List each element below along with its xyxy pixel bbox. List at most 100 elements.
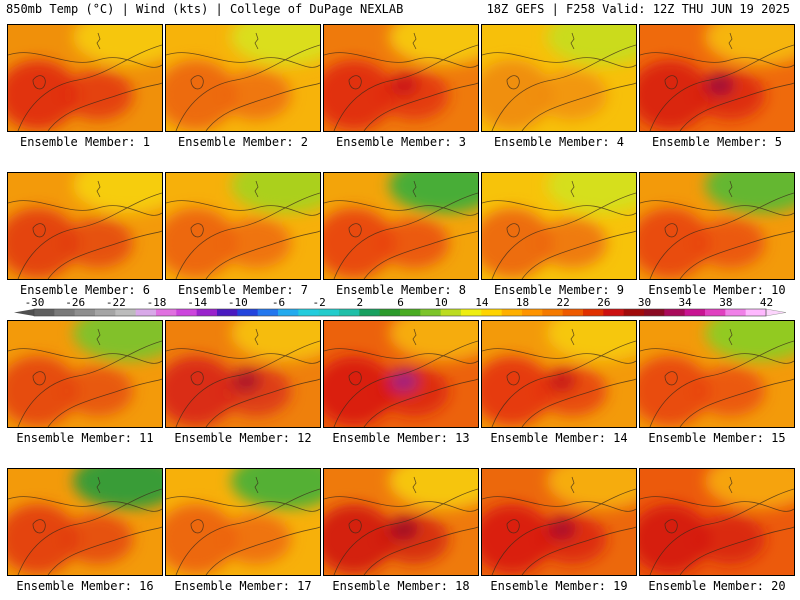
ensemble-member-map	[165, 172, 321, 280]
ensemble-member-caption: Ensemble Member: 9	[493, 283, 625, 297]
colorbar-segment	[684, 309, 706, 316]
colorbar-tick-label: 18	[516, 296, 529, 309]
ensemble-member-map	[639, 24, 795, 132]
colorbar-segment	[623, 309, 645, 316]
colorbar-segment	[481, 309, 503, 316]
colorbar-min-arrow	[14, 309, 34, 316]
colorbar-tick-label: 42	[760, 296, 773, 309]
ensemble-member-caption: Ensemble Member: 8	[335, 283, 467, 297]
ensemble-member-map	[323, 320, 479, 428]
temperature-field	[8, 321, 162, 427]
colorbar-tick-label: 38	[719, 296, 732, 309]
temperature-field	[482, 469, 636, 575]
isotherm-contours	[482, 32, 636, 131]
colorbar-tick-label: -14	[187, 296, 207, 309]
isotherm-contours	[8, 32, 162, 131]
ensemble-member-map	[165, 320, 321, 428]
ensemble-member-map	[7, 320, 163, 428]
chart-title: 850mb Temp (°C) | Wind (kts) | College o…	[6, 2, 404, 16]
colorbar-segment	[237, 309, 259, 316]
colorbar-segment	[440, 309, 462, 316]
ensemble-member-map	[639, 320, 795, 428]
ensemble-member-map	[165, 24, 321, 132]
colorbar-segment	[603, 309, 625, 316]
ensemble-member-caption: Ensemble Member: 14	[490, 431, 628, 445]
colorbar-tick-label: 6	[397, 296, 404, 309]
ensemble-member-caption: Ensemble Member: 17	[174, 579, 312, 593]
ensemble-member-map	[481, 24, 637, 132]
colorbar-max-arrow	[765, 308, 787, 317]
ensemble-member-map	[323, 172, 479, 280]
temperature-field	[166, 25, 320, 131]
colorbar-tick-label: 2	[357, 296, 364, 309]
temperature-field	[324, 25, 478, 131]
colorbar-segment	[34, 309, 55, 316]
temperature-field	[166, 321, 320, 427]
colorbar-tick-label: 30	[638, 296, 651, 309]
ensemble-member-caption: Ensemble Member: 18	[332, 579, 470, 593]
temperature-field	[482, 321, 636, 427]
colorbar-tick-label: -26	[65, 296, 85, 309]
ensemble-member-caption: Ensemble Member: 13	[332, 431, 470, 445]
isotherm-contours	[482, 328, 636, 427]
ensemble-member-caption: Ensemble Member: 12	[174, 431, 312, 445]
temperature-colorbar: -30 -26 -22 -18 -14 -10 -6 -2 2 6 10 14 18 22 26 30 34 38…	[14, 296, 787, 317]
ensemble-member-map	[639, 172, 795, 280]
ensemble-member-map	[7, 24, 163, 132]
isotherm-contours	[640, 476, 794, 575]
isotherm-contours	[482, 476, 636, 575]
temperature-field	[640, 173, 794, 279]
run-valid-time: 18Z GEFS | F258 Valid: 12Z THU JUN 19 20…	[486, 2, 790, 16]
colorbar-segment	[705, 309, 726, 316]
colorbar-tick-label: -10	[228, 296, 248, 309]
colorbar-tick-label: -2	[313, 296, 326, 309]
temperature-field	[482, 25, 636, 131]
colorbar-segment	[461, 309, 482, 316]
colorbar-tick-label: 10	[435, 296, 448, 309]
colorbar-segment	[400, 309, 421, 316]
ensemble-member-caption: Ensemble Member: 5	[651, 135, 783, 149]
temperature-field	[166, 173, 320, 279]
ensemble-member-caption: Ensemble Member: 19	[490, 579, 628, 593]
temperature-field	[8, 469, 162, 575]
colorbar-segment	[522, 309, 543, 316]
colorbar-tick-label: -30	[25, 296, 45, 309]
colorbar-segment	[725, 309, 747, 316]
isotherm-contours	[640, 328, 794, 427]
ensemble-member-caption: Ensemble Member: 2	[177, 135, 309, 149]
ensemble-member-caption: Ensemble Member: 10	[648, 283, 786, 297]
isotherm-contours	[166, 180, 320, 279]
colorbar-segment	[278, 309, 299, 316]
isotherm-contours	[166, 328, 320, 427]
colorbar-segment	[562, 309, 584, 316]
isotherm-contours	[482, 180, 636, 279]
colorbar-segment	[501, 309, 523, 316]
temperature-field	[640, 321, 794, 427]
colorbar-segment	[156, 309, 177, 316]
isotherm-contours	[324, 180, 478, 279]
ensemble-member-caption: Ensemble Member: 15	[648, 431, 786, 445]
temperature-field	[324, 321, 478, 427]
isotherm-contours	[640, 32, 794, 131]
temperature-field	[166, 469, 320, 575]
isotherm-contours	[8, 476, 162, 575]
colorbar-segment	[359, 309, 381, 316]
colorbar-segment	[95, 309, 116, 316]
colorbar-tick-label: 34	[679, 296, 693, 309]
colorbar-segment	[318, 309, 340, 316]
temperature-field	[8, 25, 162, 131]
colorbar-segment	[298, 309, 320, 316]
colorbar-tick-label: -18	[147, 296, 167, 309]
colorbar-segment	[54, 309, 76, 316]
colorbar-segment	[379, 309, 401, 316]
ensemble-member-map	[481, 468, 637, 576]
colorbar-tick-label: -6	[272, 296, 285, 309]
ensemble-member-map	[639, 468, 795, 576]
colorbar-segment	[217, 309, 238, 316]
ensemble-member-caption: Ensemble Member: 6	[19, 283, 151, 297]
ensemble-member-caption: Ensemble Member: 3	[335, 135, 467, 149]
colorbar-segment	[135, 309, 157, 316]
ensemble-member-map	[165, 468, 321, 576]
colorbar-tick-label: 26	[597, 296, 610, 309]
colorbar-segment	[74, 309, 96, 316]
